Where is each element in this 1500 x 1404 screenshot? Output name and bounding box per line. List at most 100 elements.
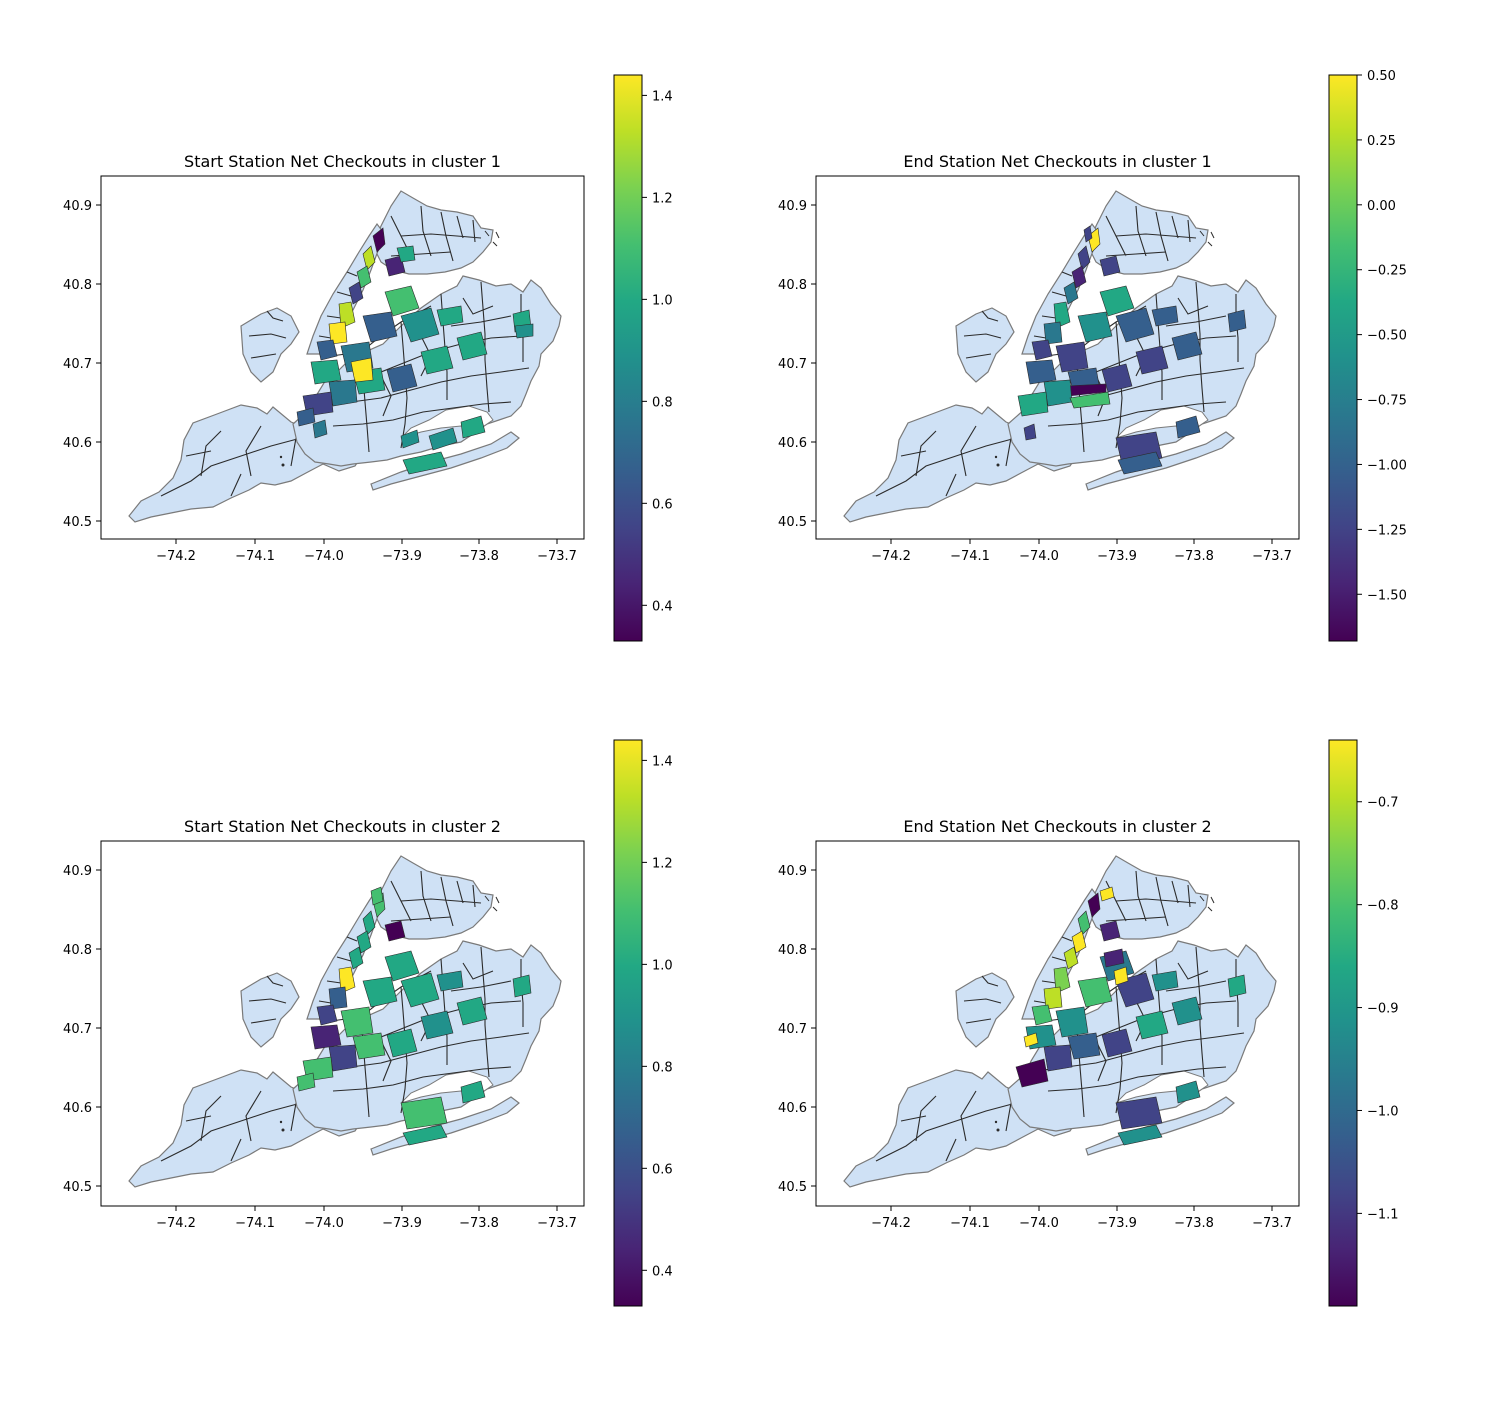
neighborhood-patch xyxy=(400,1096,448,1130)
y-tick-label: 40.8 xyxy=(778,278,807,293)
neighborhood-patch xyxy=(328,321,348,345)
neighborhood-patch xyxy=(1115,307,1155,343)
neighborhood-patch xyxy=(1151,305,1179,327)
neighborhood-patch xyxy=(460,1080,486,1104)
neighborhood-patch xyxy=(1135,345,1169,375)
neighborhood-patch xyxy=(362,976,398,1008)
panel-title: Start Station Net Checkouts in cluster 2 xyxy=(184,817,501,836)
x-tick-label: −73.7 xyxy=(1252,549,1292,564)
neighborhood-patch xyxy=(1063,281,1079,305)
colorbar-tick-label: −1.1 xyxy=(1367,1207,1399,1222)
neighborhood-patch xyxy=(514,323,534,339)
colorbar-tick-label: 1.4 xyxy=(652,754,673,769)
colorbar-tick-label: −0.50 xyxy=(1367,329,1407,344)
x-tick-label: −74.2 xyxy=(156,1216,196,1231)
x-tick-label: −73.9 xyxy=(382,1216,422,1231)
neighborhood-patch xyxy=(420,1010,454,1040)
x-tick-label: −73.9 xyxy=(1097,1216,1137,1231)
neighborhood-patch xyxy=(1175,1080,1201,1104)
colorbar-tick-label: 0.00 xyxy=(1367,199,1396,214)
neighborhood-patch xyxy=(386,363,418,393)
colorbar-tick-label: 0.4 xyxy=(652,1264,673,1279)
neighborhood-patch xyxy=(1099,255,1121,277)
y-tick-label: 40.8 xyxy=(63,278,92,293)
neighborhood-patch xyxy=(296,407,316,427)
neighborhood-patch xyxy=(1023,423,1037,441)
neighborhood-patch xyxy=(1099,886,1115,902)
neighborhood-patch xyxy=(1053,301,1071,329)
neighborhood-patch xyxy=(328,1044,358,1072)
x-tick-label: −73.9 xyxy=(1097,549,1137,564)
neighborhood-patch xyxy=(1069,391,1111,409)
map-panel-4: End Station Net Checkouts in cluster 2 −7… xyxy=(778,739,1399,1307)
panel-title: End Station Net Checkouts in cluster 2 xyxy=(903,817,1211,836)
colorbar-tick-label: −0.75 xyxy=(1367,394,1407,409)
x-tick-label: −74.1 xyxy=(950,549,990,564)
map-panel-2: End Station Net Checkouts in cluster 1 −7… xyxy=(778,69,1407,642)
neighborhood-patch xyxy=(396,245,416,263)
neighborhood-patch xyxy=(436,305,464,327)
x-tick-label: −74.0 xyxy=(304,1216,344,1231)
y-tick-label: 40.6 xyxy=(63,436,92,451)
neighborhood-patch xyxy=(1053,966,1071,994)
nyc-map xyxy=(128,190,562,523)
neighborhood-patch xyxy=(310,359,342,385)
neighborhood-patch xyxy=(1171,996,1203,1026)
neighborhood-patch xyxy=(1043,1044,1073,1072)
neighborhood-patch xyxy=(384,285,420,317)
y-tick-label: 40.5 xyxy=(778,1180,807,1195)
neighborhood-patch xyxy=(402,451,448,475)
neighborhood-patch xyxy=(310,1024,342,1050)
neighborhood-patch xyxy=(372,227,386,253)
colorbar xyxy=(613,74,643,642)
neighborhood-patch xyxy=(1103,948,1125,968)
neighborhood-patch xyxy=(456,331,488,361)
neighborhood-patch xyxy=(1043,986,1063,1010)
neighborhood-patch xyxy=(384,920,406,942)
nyc-map xyxy=(843,855,1277,1188)
colorbar-tick-label: −0.9 xyxy=(1367,1002,1399,1017)
neighborhood-patch xyxy=(1043,379,1073,407)
colorbar-tick-label: −0.8 xyxy=(1367,899,1399,914)
colorbar-tick-label: −0.7 xyxy=(1367,796,1399,811)
x-tick-label: −74.1 xyxy=(235,1216,275,1231)
neighborhood-patch xyxy=(384,950,420,982)
neighborhood-patch xyxy=(340,1006,374,1038)
neighborhood-patch xyxy=(428,427,458,451)
neighborhood-patch xyxy=(1099,920,1121,942)
neighborhood-patch xyxy=(400,307,440,343)
neighborhood-patch xyxy=(1101,1028,1133,1058)
x-tick-label: −74.0 xyxy=(1019,1216,1059,1231)
y-tick-label: 40.6 xyxy=(778,1101,807,1116)
neighborhood-patch xyxy=(1227,309,1247,333)
neighborhood-patch xyxy=(328,986,348,1010)
colorbar xyxy=(1328,74,1358,642)
neighborhood-patch xyxy=(1175,415,1201,439)
y-tick-label: 40.6 xyxy=(778,436,807,451)
x-tick-label: −73.9 xyxy=(382,549,422,564)
x-tick-label: −74.2 xyxy=(156,549,196,564)
y-tick-label: 40.9 xyxy=(63,864,92,879)
neighborhood-patch xyxy=(1117,1124,1163,1146)
colorbar-tick-label: −1.50 xyxy=(1367,588,1407,603)
neighborhood-patch xyxy=(350,357,374,383)
colorbar-tick-label: 0.4 xyxy=(652,599,673,614)
map-panel-1: Start Station Net Checkouts in cluster 1… xyxy=(63,74,673,642)
colorbar-tick-label: 0.8 xyxy=(652,395,673,410)
neighborhood-patch xyxy=(1151,970,1179,992)
x-tick-label: −73.7 xyxy=(537,1216,577,1231)
neighborhood-patch xyxy=(436,970,464,992)
x-tick-label: −74.2 xyxy=(871,549,911,564)
neighborhood-patch xyxy=(1071,930,1087,954)
neighborhood-patch xyxy=(1077,245,1091,271)
colorbar-tick-label: 1.2 xyxy=(652,856,673,871)
nyc-map xyxy=(128,855,562,1188)
neighborhood-patch xyxy=(1171,331,1203,361)
x-tick-label: −73.8 xyxy=(459,549,499,564)
panel-title: Start Station Net Checkouts in cluster 1 xyxy=(184,152,501,171)
y-tick-label: 40.9 xyxy=(63,199,92,214)
y-tick-label: 40.5 xyxy=(63,515,92,530)
neighborhood-patch xyxy=(1115,1096,1163,1130)
